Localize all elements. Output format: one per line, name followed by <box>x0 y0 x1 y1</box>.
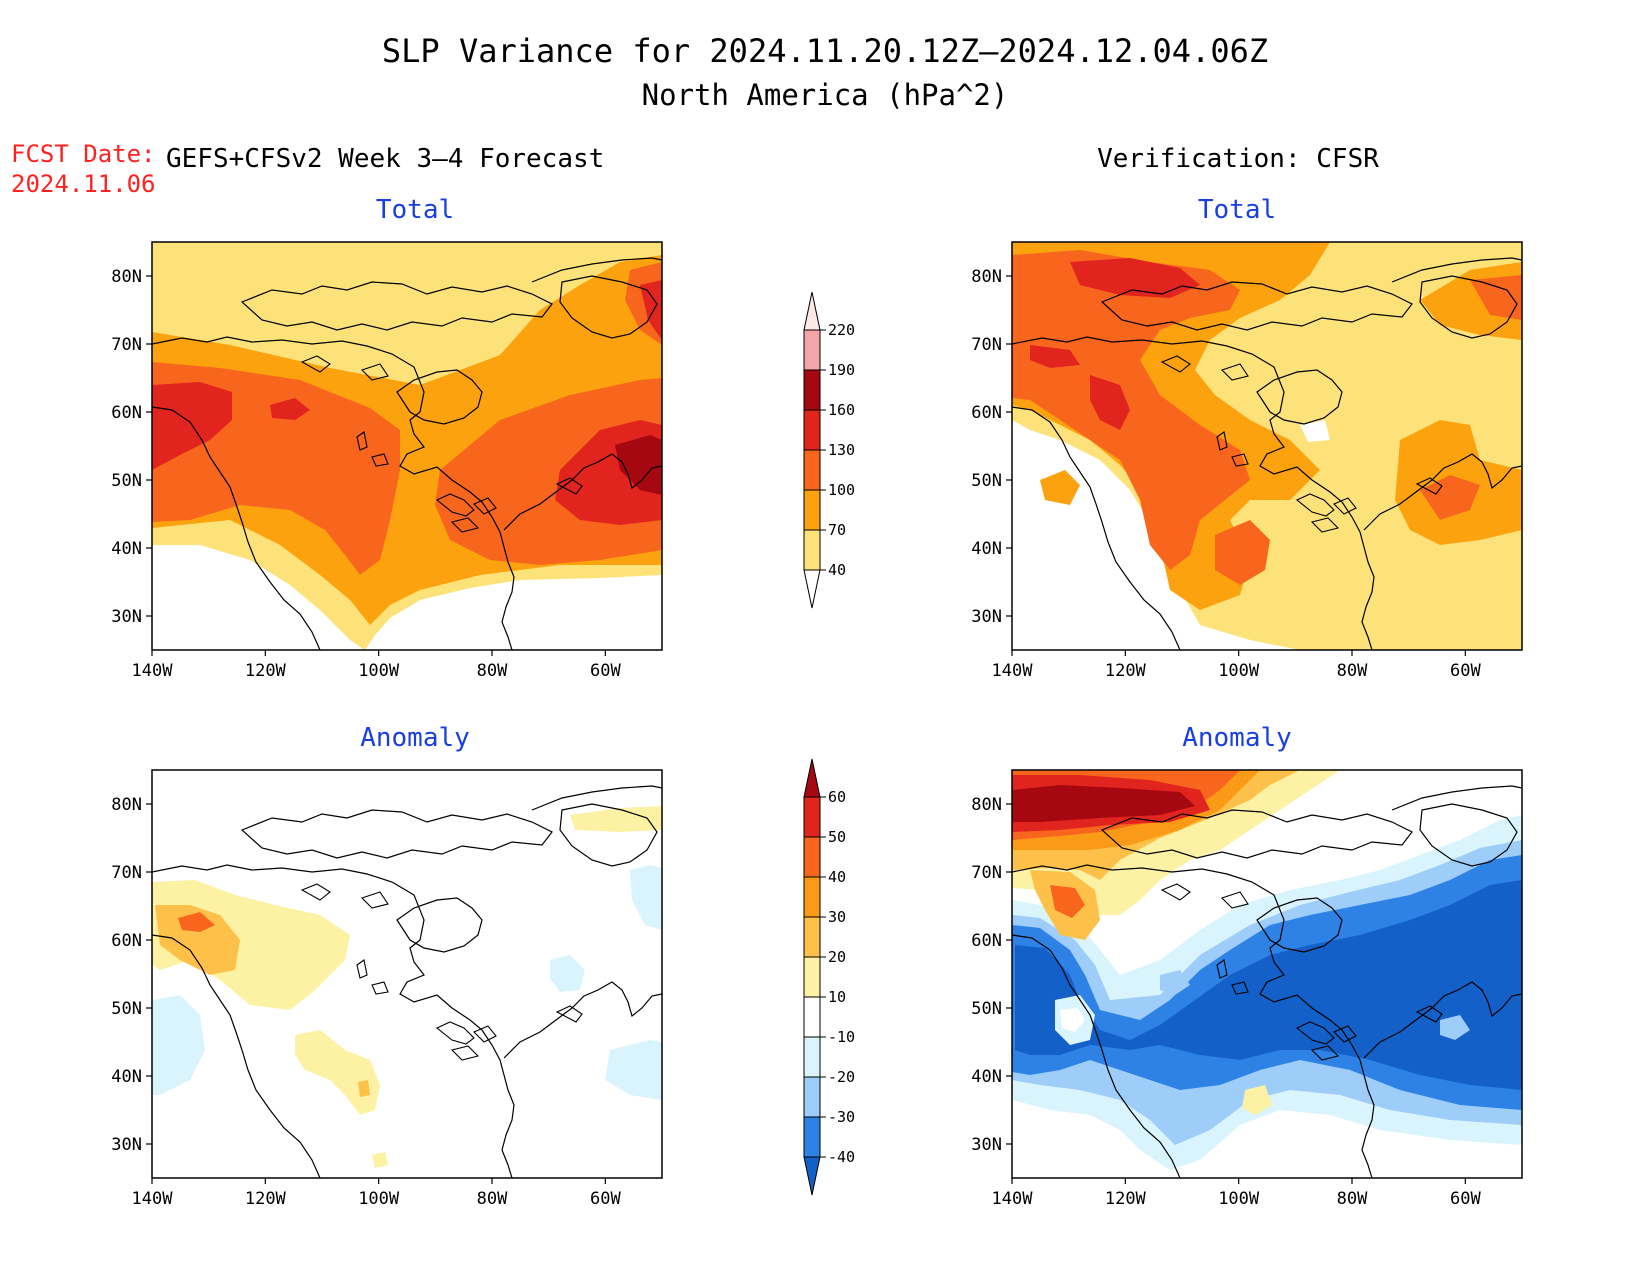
colorbar-anomaly-bin <box>803 836 821 878</box>
fcst-date-label: FCST Date: <box>11 140 156 168</box>
lat-tick-label: 40N <box>971 1067 1002 1087</box>
map-panel-ver-total <box>1011 241 1523 651</box>
colorbar-anomaly-label: 60 <box>828 788 846 806</box>
fcst-date-value: 2024.11.06 <box>11 170 156 198</box>
lon-tick-label: 60W <box>1450 1189 1481 1209</box>
lat-tick-label: 40N <box>111 1067 142 1087</box>
lat-tick-label: 30N <box>111 607 142 627</box>
lon-tick-label: 60W <box>1450 661 1481 681</box>
colorbar-total: 40 70 100 130 160 190 220 <box>803 291 855 609</box>
lat-tick-label: 80N <box>971 267 1002 287</box>
colorbar-anomaly-bin <box>803 956 821 998</box>
lon-tick-label: 60W <box>590 1189 621 1209</box>
panel-title-ver-total: Total <box>1198 195 1276 225</box>
lat-tick-label: 60N <box>111 931 142 951</box>
lon-tick-label: 140W <box>992 1189 1034 1209</box>
lat-tick-label: 40N <box>111 539 142 559</box>
lat-tick-label: 30N <box>111 1135 142 1155</box>
lon-tick-label: 100W <box>358 661 400 681</box>
colorbar-total-label: 100 <box>828 481 855 499</box>
lat-tick-label: 60N <box>971 931 1002 951</box>
colorbar-anomaly-bottom-arrow <box>803 1156 821 1196</box>
lat-tick-label: 50N <box>971 471 1002 491</box>
colorbar-total-bin <box>803 529 821 571</box>
lat-tick-label: 80N <box>111 267 142 287</box>
left-column-header: GEFS+CFSv2 Week 3–4 Forecast <box>166 144 604 174</box>
map-panel-fcst-total <box>151 241 663 651</box>
colorbar-anomaly: -40 -30 -20 -10 10 20 30 40 50 60 <box>803 758 855 1196</box>
colorbar-total-bin <box>803 369 821 411</box>
colorbar-anomaly-bin <box>803 996 821 1038</box>
colorbar-total-label: 130 <box>828 441 855 459</box>
colorbar-anomaly-bin <box>803 796 821 838</box>
map-panel-ver-anomaly <box>1011 769 1523 1179</box>
colorbar-anomaly-bin <box>803 1116 821 1158</box>
colorbar-total-top-arrow <box>803 291 821 331</box>
panel-title-fcst-total: Total <box>376 195 454 225</box>
colorbar-anomaly-label: -40 <box>828 1148 855 1166</box>
lat-tick-label: 50N <box>111 999 142 1019</box>
lon-tick-label: 120W <box>1105 661 1147 681</box>
colorbar-anomaly-label: -30 <box>828 1108 855 1126</box>
lon-tick-label: 140W <box>132 1189 174 1209</box>
colorbar-anomaly-label: 50 <box>828 828 846 846</box>
figure-title-line1: SLP Variance for 2024.11.20.12Z–2024.12.… <box>382 32 1268 70</box>
lon-tick-label: 100W <box>1218 1189 1260 1209</box>
colorbar-total-label: 160 <box>828 401 855 419</box>
colorbar-anomaly-bin <box>803 1076 821 1118</box>
right-column-header: Verification: CFSR <box>1097 144 1379 174</box>
lon-tick-label: 80W <box>1337 1189 1368 1209</box>
lat-tick-label: 50N <box>971 999 1002 1019</box>
panel-title-ver-anomaly: Anomaly <box>1182 723 1292 753</box>
colorbar-total-bin <box>803 409 821 451</box>
figure-title-line2: North America (hPa^2) <box>642 78 1009 112</box>
lat-tick-label: 70N <box>111 335 142 355</box>
colorbar-anomaly-label: -10 <box>828 1028 855 1046</box>
lon-tick-label: 120W <box>1105 1189 1147 1209</box>
lat-tick-label: 30N <box>971 607 1002 627</box>
lon-tick-label: 80W <box>477 661 508 681</box>
lon-tick-label: 100W <box>1218 661 1260 681</box>
lon-tick-label: 80W <box>1337 661 1368 681</box>
lat-tick-label: 40N <box>971 539 1002 559</box>
lon-tick-label: 140W <box>992 661 1034 681</box>
colorbar-anomaly-label: -20 <box>828 1068 855 1086</box>
colorbar-total-label: 70 <box>828 521 846 539</box>
lat-tick-label: 60N <box>971 403 1002 423</box>
colorbar-total-bottom-arrow <box>803 569 821 609</box>
lat-tick-label: 50N <box>111 471 142 491</box>
colorbar-total-bin <box>803 329 821 371</box>
colorbar-anomaly-bin <box>803 1036 821 1078</box>
panel-title-fcst-anomaly: Anomaly <box>360 723 470 753</box>
colorbar-anomaly-label: 40 <box>828 868 846 886</box>
colorbar-anomaly-bin <box>803 876 821 918</box>
lon-tick-label: 120W <box>245 1189 287 1209</box>
lon-tick-label: 80W <box>477 1189 508 1209</box>
lon-tick-label: 100W <box>358 1189 400 1209</box>
map-panel-fcst-anomaly <box>151 769 663 1179</box>
colorbar-anomaly-label: 30 <box>828 908 846 926</box>
map-axes: 80N 70N 60N 50N 40N 30N 140W 120W 100W 80W 60W 80N 7… <box>111 267 1481 1209</box>
lat-tick-label: 70N <box>971 863 1002 883</box>
lon-tick-label: 120W <box>245 661 287 681</box>
colorbar-total-label: 220 <box>828 321 855 339</box>
lon-tick-label: 140W <box>132 661 174 681</box>
colorbar-anomaly-label: 20 <box>828 948 846 966</box>
colorbar-total-label: 40 <box>828 561 846 579</box>
colorbar-anomaly-label: 10 <box>828 988 846 1006</box>
lat-tick-label: 70N <box>111 863 142 883</box>
lat-tick-label: 80N <box>111 795 142 815</box>
colorbar-total-bin <box>803 449 821 491</box>
colorbar-total-bin <box>803 489 821 531</box>
colorbar-anomaly-bin <box>803 916 821 958</box>
colorbar-total-label: 190 <box>828 361 855 379</box>
lon-tick-label: 60W <box>590 661 621 681</box>
lat-tick-label: 70N <box>971 335 1002 355</box>
lat-tick-label: 80N <box>971 795 1002 815</box>
lat-tick-label: 30N <box>971 1135 1002 1155</box>
lat-tick-label: 60N <box>111 403 142 423</box>
colorbar-anomaly-top-arrow <box>803 758 821 798</box>
